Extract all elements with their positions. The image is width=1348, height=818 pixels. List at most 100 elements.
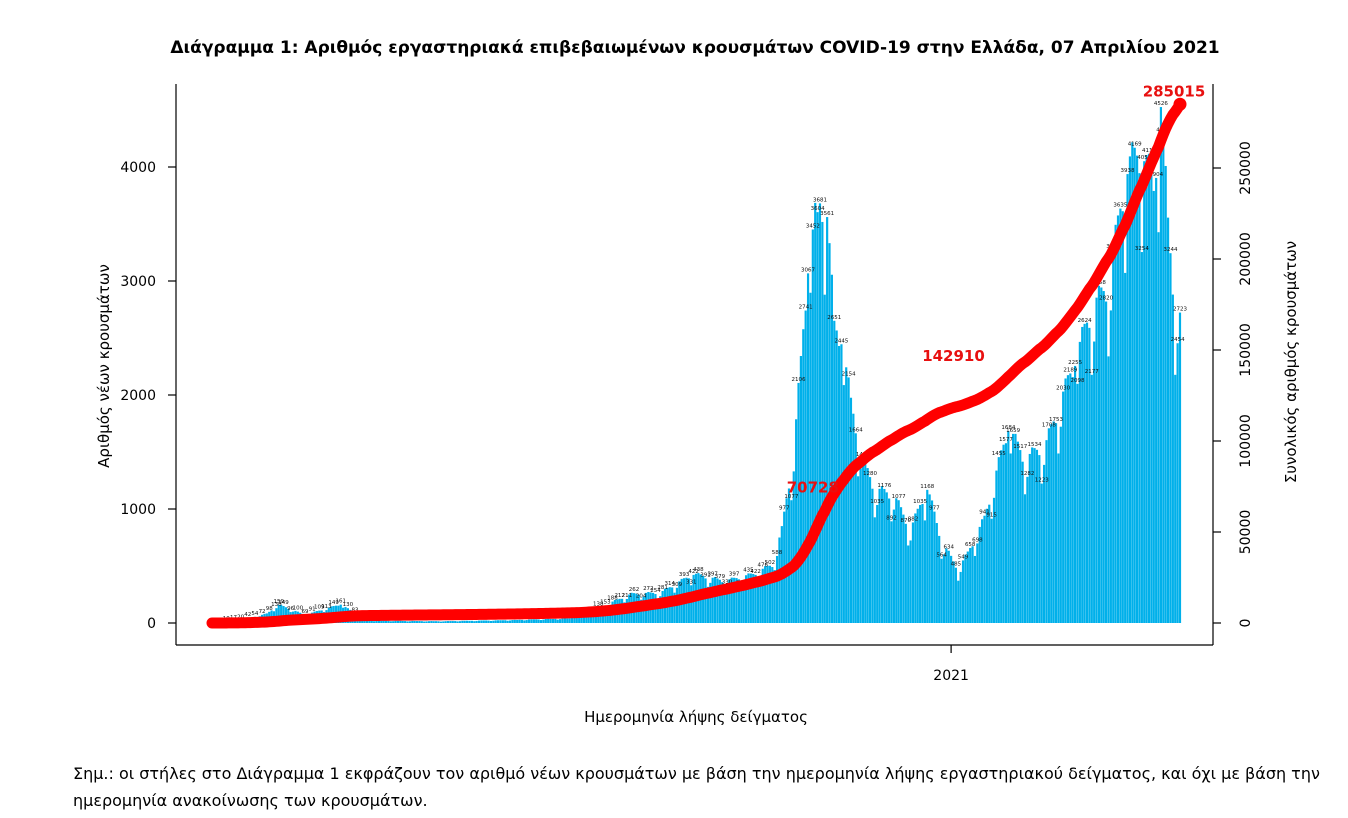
y-tick-label: 0 [147,616,156,632]
bar-label: 4169 [1128,142,1142,148]
bar [497,620,500,623]
bar [1095,297,1098,623]
bar [859,468,862,623]
bar-label: 69 [301,609,308,615]
bar [721,582,724,623]
bar [475,620,478,623]
bar [394,620,397,623]
bar [969,547,972,623]
cumulative-line-group [206,97,1187,629]
bar [709,582,712,623]
bar [766,565,769,623]
bar [578,614,581,623]
bar [706,586,710,623]
bar-label: 698 [972,537,983,543]
x-tick-label: 2021 [933,668,969,684]
bar [501,620,504,623]
bar-label: 161 [336,599,347,605]
bar [480,620,483,623]
bar [730,577,733,623]
bar [556,619,559,623]
bar [468,620,471,623]
bar [399,620,402,623]
bar [823,294,826,623]
bar-label: 2189 [1063,367,1077,373]
bar [959,571,962,623]
bar [1047,428,1050,623]
bar [1026,476,1029,623]
y2-tick-label: 50000 [1238,510,1254,555]
bar [1116,215,1120,623]
bar [1126,174,1129,623]
bar-label: 3938 [1121,168,1135,174]
bar [1057,453,1060,623]
bar [1121,211,1124,624]
bar [1004,443,1008,623]
bar [857,476,860,623]
bar-label: 72 [259,609,266,615]
bar-label: 212 [614,593,625,599]
bar [1147,153,1151,623]
bar [938,535,941,623]
bar [423,621,426,623]
bar [673,592,676,623]
bar [1140,252,1143,624]
bar [1076,383,1079,623]
bar-label: 870 [901,518,912,524]
bar [985,508,988,623]
bar [978,526,981,623]
bar [1033,448,1036,623]
bar [659,596,662,623]
bar [804,310,807,623]
bar [1128,156,1132,623]
bar [1040,483,1043,623]
bar [888,498,891,623]
bar [847,377,850,623]
bar-label: 130 [271,602,282,608]
bar-label: 54 [251,611,258,617]
bar [511,620,514,623]
bar [849,397,853,623]
bar [1133,147,1136,624]
bar [406,621,409,623]
bar-label: 2741 [799,305,813,311]
bar-label: 149 [278,600,289,606]
bar [477,620,481,623]
bar [389,621,392,623]
bar [928,494,931,623]
bar [451,621,454,623]
bar [1150,171,1153,623]
bar-label: 138 [593,601,604,607]
bar [485,620,488,623]
bar [818,203,822,623]
bar [950,555,953,623]
bar [539,620,543,623]
bar-label: 634 [943,545,954,551]
bar-label: 1280 [863,471,877,477]
x-ticks-group: 2021 [933,645,969,684]
bar [785,498,788,623]
bar-label: 96 [287,606,294,612]
bar [549,618,552,623]
y2-axis-label: Συνολικός αριθμός κρουσμάτων [1282,241,1300,483]
bar [380,620,383,623]
cumulative-label: 285015 [1143,82,1206,100]
bar-label: 1659 [1006,428,1020,434]
bar [742,581,745,623]
bar-label: 1577 [999,437,1013,443]
bar [499,620,502,623]
bar-label: 1035 [870,499,884,505]
bar-label: 272 [643,586,654,592]
bar [718,579,721,623]
bar-label: 3604 [811,206,825,212]
bar [747,573,750,623]
bar [833,320,836,623]
bar [852,413,855,623]
bar [947,550,950,623]
bar [551,618,555,623]
bar [1064,378,1067,623]
bar [871,488,874,623]
bar-label: 2445 [834,338,848,344]
bar-label: 281 [657,585,668,591]
bar-label: 91 [309,607,316,613]
